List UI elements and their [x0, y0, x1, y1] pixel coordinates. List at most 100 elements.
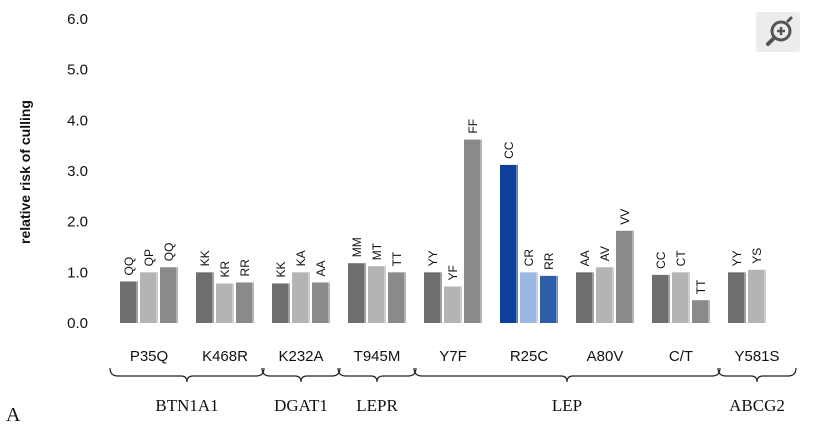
- bar-highlight: [612, 267, 614, 323]
- bar: [368, 266, 386, 323]
- bar-label: QQ: [122, 257, 136, 276]
- bar-label: KR: [218, 260, 232, 277]
- bar: [272, 283, 290, 323]
- y-tick-label: 3.0: [67, 163, 88, 180]
- bar-label: VV: [618, 209, 632, 225]
- bar-highlight: [480, 139, 482, 323]
- y-tick-label: 1.0: [67, 264, 88, 281]
- bar-label: KK: [274, 261, 288, 277]
- gene-brace: [261, 367, 341, 383]
- bar-highlight: [136, 281, 138, 323]
- bar-label: QQ: [162, 243, 176, 262]
- bar-highlight: [328, 282, 330, 323]
- bar-label: TT: [390, 251, 404, 266]
- gene-brace: [413, 367, 721, 383]
- bar-highlight: [384, 266, 386, 323]
- bar-highlight: [156, 272, 158, 323]
- gene-label: BTN1A1: [155, 396, 218, 415]
- gene-label: LEPR: [356, 396, 398, 415]
- category-label: C/T: [669, 348, 693, 365]
- bar-highlight: [440, 272, 442, 323]
- bar-highlight: [744, 272, 746, 323]
- bar: [652, 274, 670, 323]
- bar: [140, 272, 158, 323]
- bar-highlight: [308, 272, 310, 323]
- bar-label: AA: [578, 250, 592, 266]
- y-tick-label: 2.0: [67, 214, 88, 231]
- bar: [292, 272, 310, 323]
- bar: [348, 263, 366, 323]
- bar: [520, 272, 538, 323]
- bar: [236, 282, 254, 323]
- bar-label: KA: [294, 250, 308, 266]
- bar-highlight: [708, 300, 710, 323]
- zoom-button[interactable]: [756, 12, 800, 52]
- y-axis-label: relative risk of culling: [17, 100, 33, 244]
- bar-highlight: [592, 272, 594, 323]
- panel-label: A: [6, 404, 21, 426]
- bar-label: YY: [426, 250, 440, 266]
- bar-highlight: [516, 164, 518, 323]
- category-label: Y7F: [439, 348, 467, 365]
- bar: [672, 272, 690, 323]
- bar-highlight: [252, 282, 254, 323]
- bar-highlight: [364, 263, 366, 323]
- bar-highlight: [232, 283, 234, 323]
- gene-brace: [109, 367, 265, 383]
- y-tick-label: 5.0: [67, 62, 88, 79]
- gene-label: DGAT1: [274, 396, 328, 415]
- bar-highlight: [688, 272, 690, 323]
- bar-highlight: [668, 274, 670, 323]
- gene-label: ABCG2: [729, 396, 785, 415]
- bar-label: YY: [730, 250, 744, 266]
- bar-label: TT: [694, 279, 708, 294]
- gene-brace: [337, 367, 417, 383]
- bar: [464, 139, 482, 323]
- category-label: A80V: [587, 348, 624, 365]
- bar-label: KK: [198, 250, 212, 266]
- bar: [500, 164, 518, 323]
- gene-brace: [717, 367, 797, 383]
- bar-highlight: [288, 283, 290, 323]
- category-label: R25C: [510, 348, 549, 365]
- bar-label: CR: [522, 249, 536, 267]
- bar: [196, 272, 214, 323]
- bar-label: CT: [674, 250, 688, 267]
- bar-highlight: [176, 267, 178, 323]
- category-label: P35Q: [130, 348, 168, 365]
- bar-label: AA: [314, 260, 328, 276]
- bar-label: QP: [142, 249, 156, 266]
- bar: [120, 281, 138, 323]
- bar-label: RR: [542, 252, 556, 270]
- bar-highlight: [460, 286, 462, 323]
- bar-label: YS: [750, 248, 764, 264]
- bar: [596, 267, 614, 323]
- category-label: K468R: [202, 348, 248, 365]
- bar: [312, 282, 330, 323]
- bar: [444, 286, 462, 323]
- bar-label: CC: [654, 251, 668, 269]
- bar-highlight: [536, 272, 538, 323]
- bar-label: AV: [598, 246, 612, 261]
- bar-label: MM: [350, 237, 364, 257]
- bar-highlight: [404, 272, 406, 323]
- bar-label: CC: [502, 141, 516, 159]
- bar: [160, 267, 178, 323]
- bar-highlight: [632, 230, 634, 323]
- bar-label: FF: [466, 119, 480, 134]
- bar: [616, 230, 634, 323]
- bar-highlight: [556, 275, 558, 323]
- category-label: Y581S: [734, 348, 779, 365]
- bar: [540, 275, 558, 323]
- y-tick-label: 6.0: [67, 11, 88, 28]
- category-label: K232A: [278, 348, 323, 365]
- bar-label: MT: [370, 242, 384, 260]
- bar: [728, 272, 746, 323]
- category-label: T945M: [354, 348, 401, 365]
- bar: [388, 272, 406, 323]
- bar: [576, 272, 594, 323]
- bar: [748, 269, 766, 323]
- bar-highlight: [212, 272, 214, 323]
- y-tick-label: 0.0: [67, 315, 88, 332]
- zoom-in-icon: [766, 16, 793, 46]
